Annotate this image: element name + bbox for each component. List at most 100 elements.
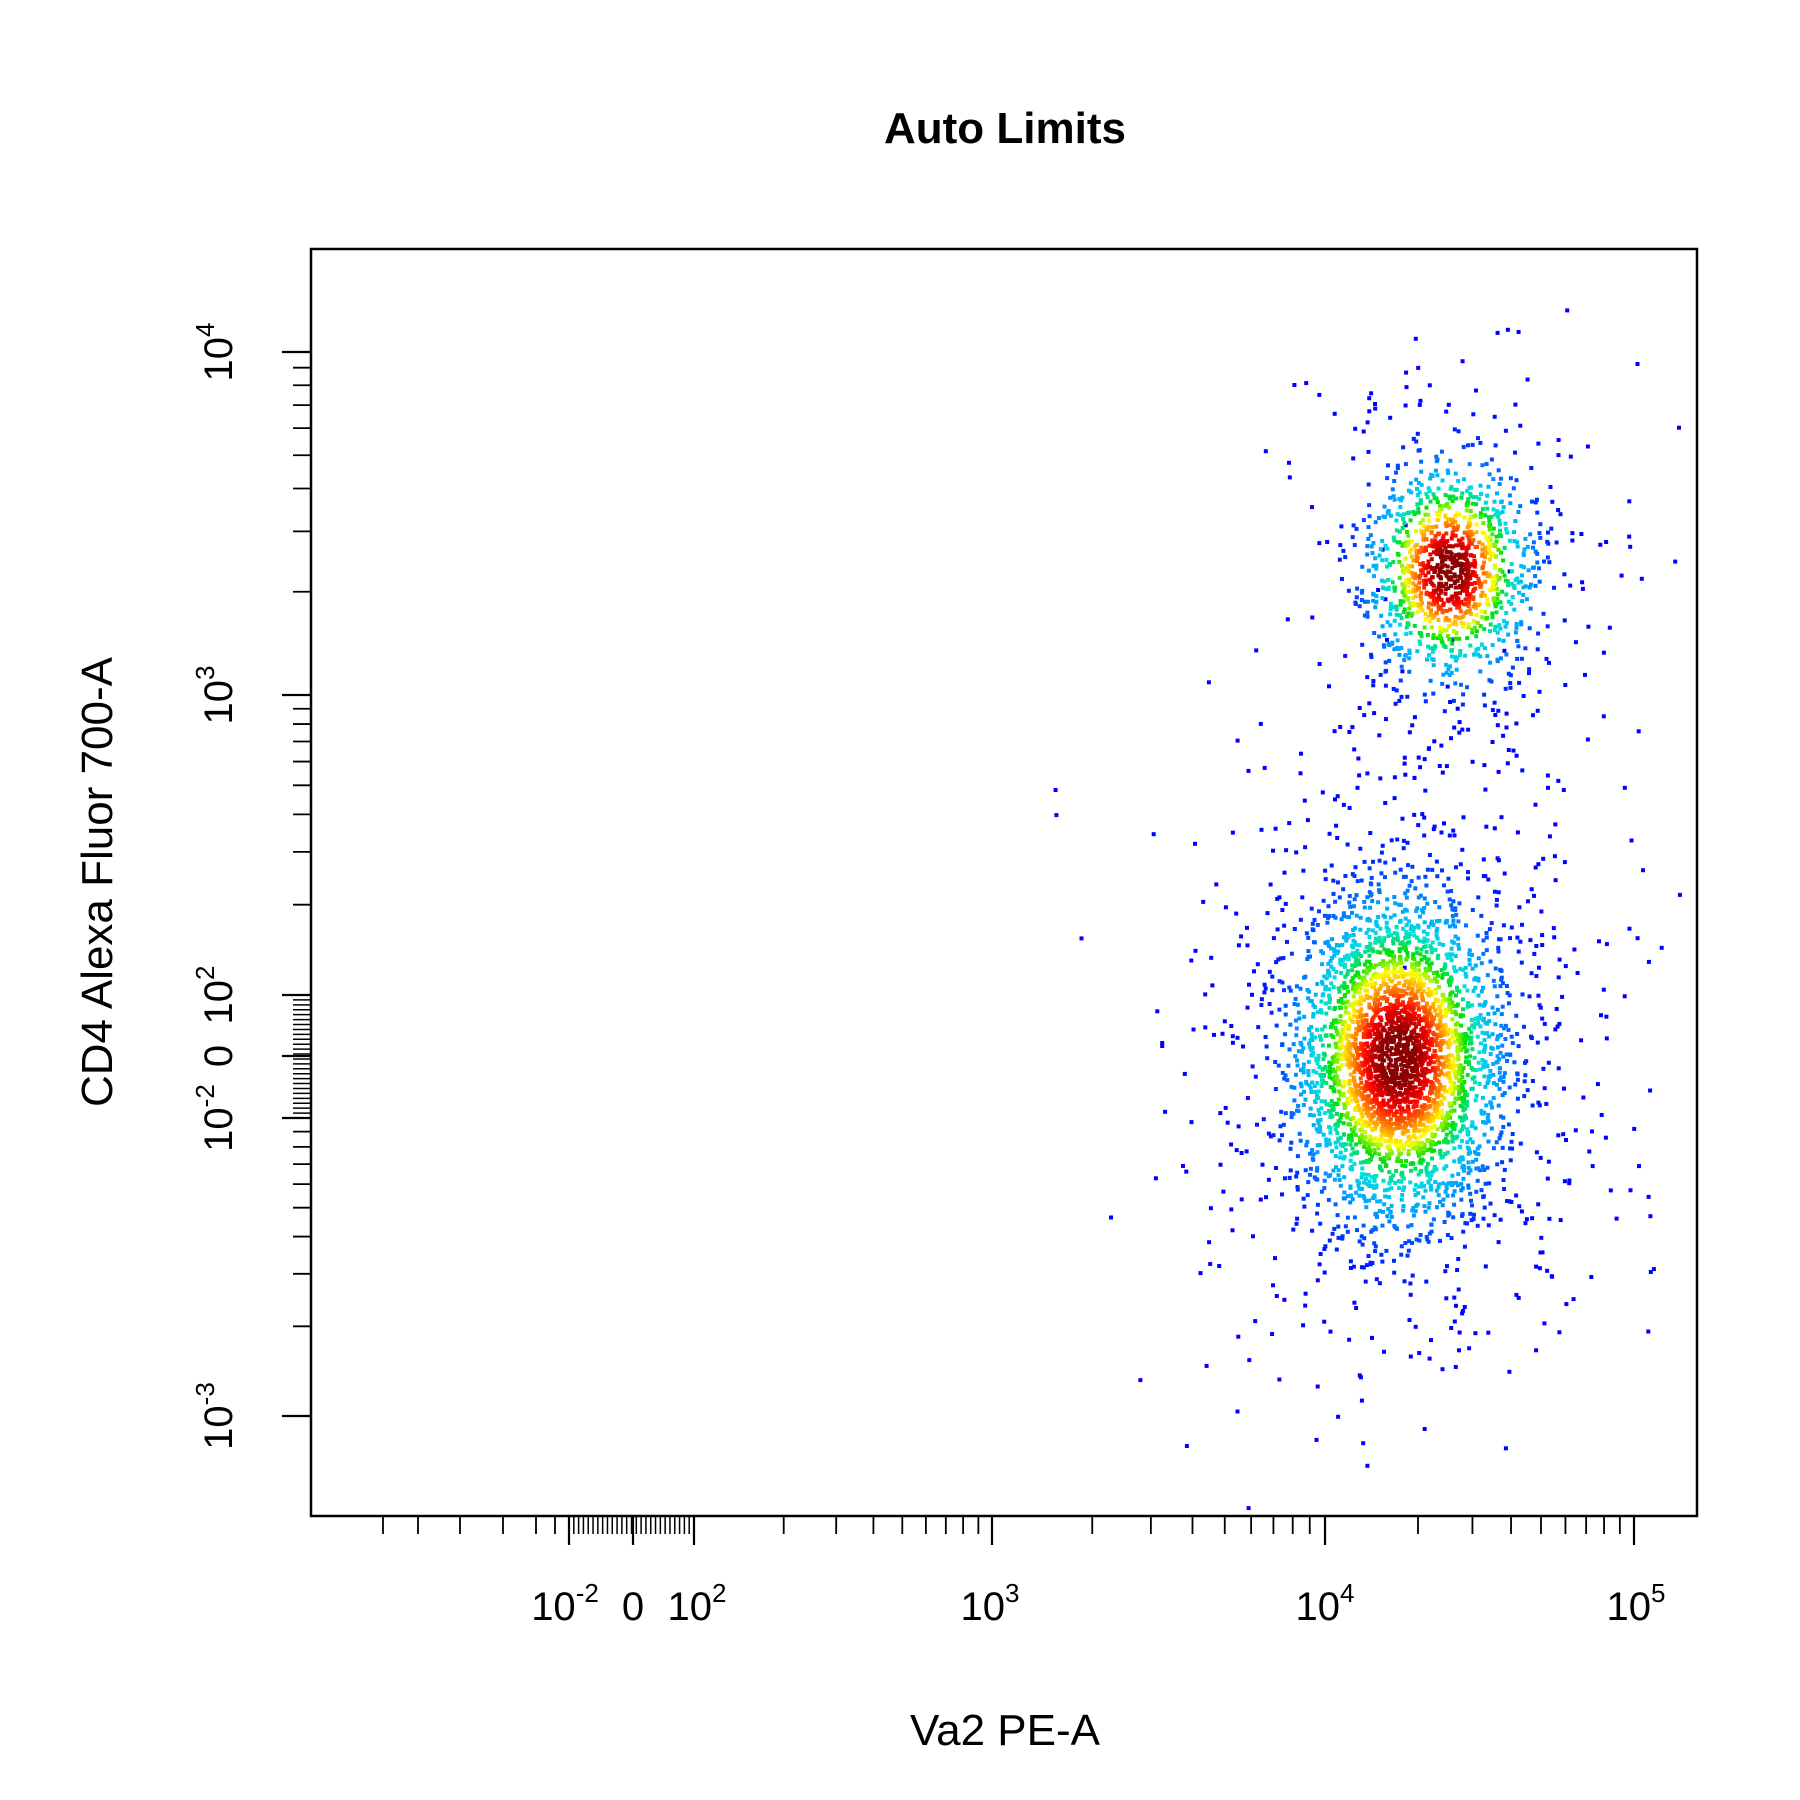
data-point bbox=[1457, 1144, 1462, 1149]
data-point bbox=[1273, 1087, 1278, 1091]
data-point bbox=[1430, 1132, 1435, 1137]
data-point bbox=[1544, 1036, 1549, 1041]
data-point bbox=[1440, 608, 1445, 613]
data-point bbox=[1434, 1023, 1439, 1028]
data-point bbox=[1433, 1008, 1438, 1013]
data-point bbox=[1449, 544, 1454, 549]
data-point bbox=[1367, 503, 1372, 508]
data-point bbox=[1487, 1181, 1492, 1186]
data-point bbox=[1505, 991, 1510, 995]
data-point bbox=[1414, 588, 1419, 593]
data-point bbox=[1407, 1086, 1411, 1090]
data-point bbox=[1412, 1011, 1417, 1016]
data-point bbox=[1377, 1164, 1382, 1169]
data-point bbox=[1318, 1125, 1322, 1130]
data-point bbox=[1207, 1240, 1212, 1245]
data-point bbox=[1399, 1151, 1404, 1156]
data-point bbox=[1416, 602, 1421, 607]
data-point bbox=[1486, 1223, 1491, 1228]
data-point bbox=[1353, 1042, 1358, 1047]
data-point bbox=[1432, 739, 1437, 744]
data-point bbox=[1435, 518, 1440, 522]
data-point bbox=[1392, 588, 1397, 593]
data-point bbox=[1302, 1014, 1307, 1019]
data-point bbox=[1344, 1062, 1349, 1067]
data-point bbox=[1453, 487, 1458, 492]
data-point bbox=[1436, 617, 1441, 622]
data-point bbox=[1390, 580, 1395, 585]
data-point bbox=[1404, 540, 1409, 545]
data-point bbox=[1423, 573, 1428, 578]
data-point bbox=[1490, 1032, 1495, 1037]
data-point bbox=[1515, 540, 1520, 545]
data-point bbox=[1333, 1202, 1338, 1207]
data-point bbox=[1636, 729, 1641, 734]
data-point bbox=[1402, 566, 1407, 571]
data-point bbox=[1553, 1027, 1558, 1032]
data-point bbox=[1446, 1027, 1451, 1032]
data-point bbox=[1361, 1072, 1366, 1077]
data-point bbox=[1289, 951, 1294, 956]
data-point bbox=[1402, 1005, 1407, 1010]
data-point bbox=[1390, 1127, 1395, 1132]
data-point bbox=[1477, 1082, 1482, 1086]
data-point bbox=[1358, 915, 1363, 920]
data-point bbox=[1472, 1025, 1477, 1030]
data-point bbox=[1346, 1027, 1351, 1032]
data-point bbox=[1473, 985, 1478, 990]
data-point bbox=[1483, 500, 1488, 505]
data-point bbox=[1384, 1122, 1389, 1127]
data-point bbox=[1410, 973, 1415, 977]
data-point bbox=[1493, 713, 1498, 717]
data-point bbox=[1304, 931, 1309, 936]
data-point bbox=[1460, 1186, 1465, 1191]
data-point bbox=[1378, 926, 1383, 931]
data-point bbox=[1354, 1049, 1359, 1054]
data-point bbox=[1374, 1183, 1379, 1188]
data-point bbox=[1437, 633, 1442, 638]
data-point bbox=[1426, 1062, 1431, 1067]
data-point bbox=[1459, 568, 1464, 573]
data-point bbox=[1632, 1126, 1637, 1131]
data-point bbox=[1461, 1066, 1466, 1070]
data-point bbox=[1324, 1140, 1329, 1145]
data-point bbox=[1336, 1136, 1341, 1141]
data-point bbox=[1367, 701, 1372, 706]
data-point bbox=[1333, 915, 1338, 920]
data-point bbox=[1493, 624, 1498, 629]
data-point bbox=[1436, 486, 1441, 491]
data-point bbox=[1512, 530, 1516, 535]
data-point bbox=[1406, 542, 1411, 547]
data-point bbox=[1475, 1146, 1480, 1151]
data-point bbox=[1496, 577, 1501, 582]
data-point bbox=[1389, 1011, 1394, 1016]
data-point bbox=[1417, 1141, 1422, 1146]
data-point bbox=[1375, 1199, 1380, 1204]
data-point bbox=[1354, 526, 1359, 531]
data-point bbox=[1453, 968, 1458, 973]
data-point bbox=[1472, 554, 1477, 559]
data-point bbox=[1364, 1080, 1369, 1085]
data-point bbox=[1393, 632, 1398, 637]
data-point bbox=[1428, 552, 1433, 557]
data-point bbox=[1288, 1146, 1293, 1151]
data-point bbox=[1492, 499, 1497, 504]
data-point bbox=[1297, 1131, 1302, 1136]
data-point bbox=[1417, 1013, 1421, 1018]
data-point bbox=[1485, 1081, 1490, 1085]
data-point bbox=[1482, 703, 1487, 708]
data-point bbox=[1471, 988, 1476, 993]
data-point bbox=[1516, 330, 1521, 334]
data-point bbox=[1397, 1085, 1402, 1090]
data-point bbox=[1456, 1183, 1460, 1188]
data-point bbox=[1374, 599, 1379, 604]
data-point bbox=[1409, 1118, 1414, 1123]
data-point bbox=[1280, 1070, 1285, 1075]
data-point bbox=[1556, 975, 1561, 980]
data-point bbox=[1347, 1337, 1352, 1342]
data-point bbox=[1405, 951, 1410, 955]
data-point bbox=[1378, 776, 1383, 781]
data-point bbox=[1412, 957, 1417, 962]
data-point bbox=[1467, 599, 1471, 604]
data-point bbox=[1366, 1111, 1371, 1115]
